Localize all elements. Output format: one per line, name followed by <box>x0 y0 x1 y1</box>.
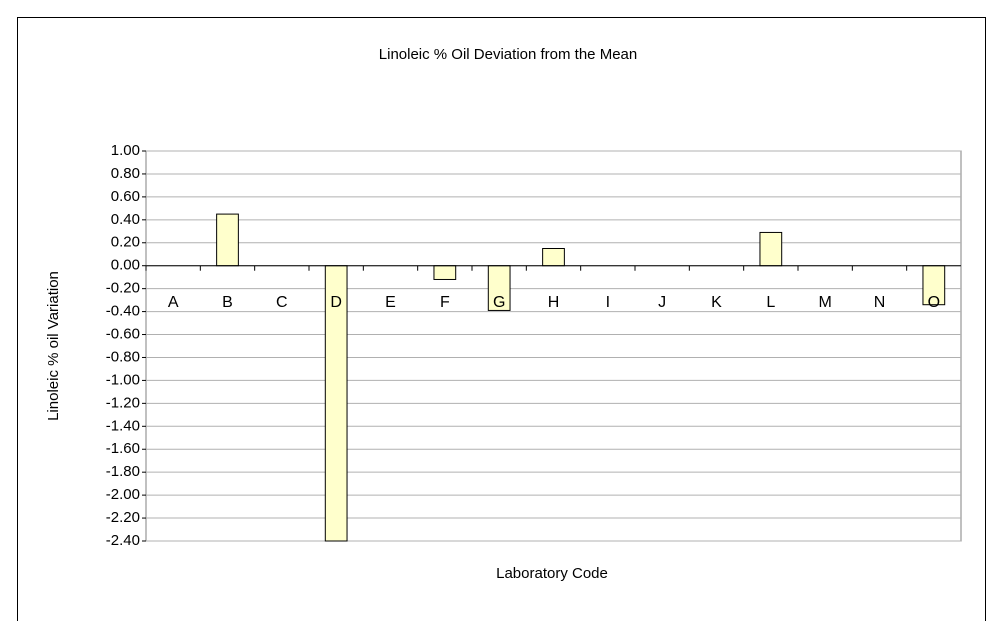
x-tick-label: K <box>711 294 722 311</box>
y-tick-label: -0.60 <box>106 325 140 342</box>
x-tick-label: G <box>493 294 505 311</box>
y-tick-label: 0.00 <box>111 257 140 274</box>
x-tick-label: F <box>440 294 450 311</box>
x-tick-label: N <box>874 294 886 311</box>
y-tick-label: -0.40 <box>106 303 140 320</box>
y-tick-label: 0.20 <box>111 234 140 251</box>
y-tick-label: 0.40 <box>111 211 140 228</box>
y-tick-label: 0.60 <box>111 188 140 205</box>
x-tick-label: B <box>222 294 233 311</box>
y-tick-label: -1.80 <box>106 463 140 480</box>
y-tick-label: -1.60 <box>106 440 140 457</box>
y-axis-label: Linoleic % oil Variation <box>45 271 62 421</box>
x-tick-label: L <box>766 294 775 311</box>
x-tick-label: H <box>548 294 560 311</box>
y-tick-label: -0.80 <box>106 348 140 365</box>
x-tick-label: E <box>385 294 396 311</box>
x-tick-label: C <box>276 294 288 311</box>
x-tick-label: J <box>658 294 666 311</box>
y-tick-label: 0.80 <box>111 165 140 182</box>
bar <box>433 265 457 280</box>
y-tick-label: -1.40 <box>106 417 140 434</box>
y-tick-label: -1.00 <box>106 371 140 388</box>
bar <box>759 231 783 267</box>
y-tick-label: -2.20 <box>106 509 140 526</box>
x-tick-label: A <box>168 294 179 311</box>
plot-area <box>145 150 962 542</box>
y-tick-label: -2.40 <box>106 532 140 549</box>
x-tick-label: D <box>330 294 342 311</box>
x-axis-label: Laboratory Code <box>496 565 608 582</box>
x-tick-label: O <box>928 294 940 311</box>
x-tick-label: M <box>819 294 832 311</box>
y-tick-label: 1.00 <box>111 142 140 159</box>
chart-title: Linoleic % Oil Deviation from the Mean <box>379 46 637 63</box>
x-tick-label: I <box>606 294 610 311</box>
y-tick-label: -2.00 <box>106 486 140 503</box>
y-tick-label: -0.20 <box>106 280 140 297</box>
bar <box>216 213 239 267</box>
y-tick-label: -1.20 <box>106 394 140 411</box>
bar <box>542 248 565 267</box>
